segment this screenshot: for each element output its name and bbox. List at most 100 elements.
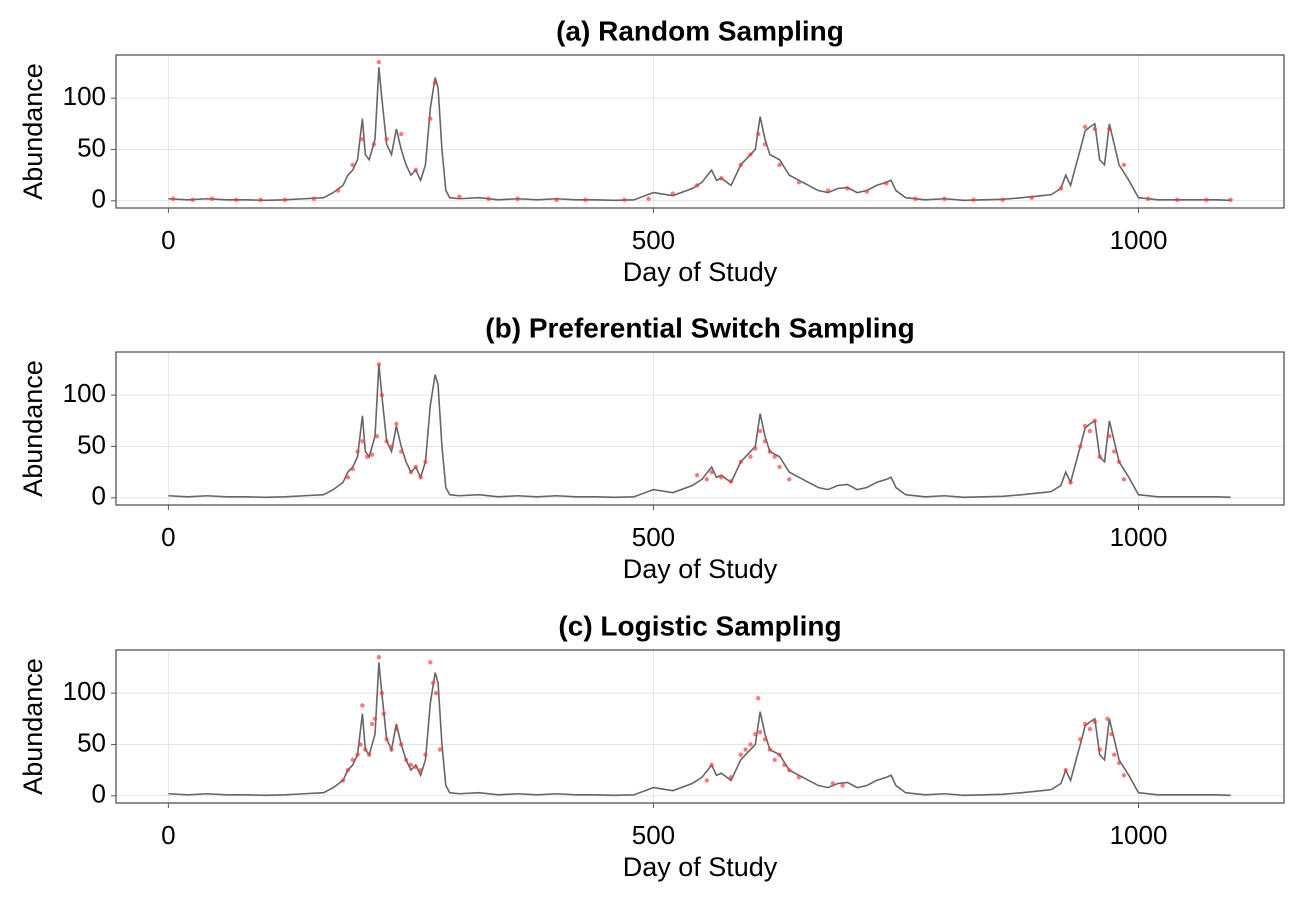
sample-point bbox=[1092, 418, 1098, 423]
sample-point bbox=[1058, 186, 1064, 191]
abundance-line bbox=[168, 67, 1231, 202]
sample-point bbox=[782, 762, 787, 768]
sample-point bbox=[376, 654, 382, 660]
sample-point bbox=[413, 764, 418, 770]
panel-title: (c) Logistic Sampling bbox=[558, 610, 841, 641]
abundance-line bbox=[168, 662, 1231, 797]
sample-point bbox=[423, 459, 428, 465]
plot-frame bbox=[115, 54, 1285, 209]
sample-point bbox=[728, 775, 734, 780]
sample-point bbox=[1082, 423, 1088, 429]
sample-point bbox=[369, 452, 375, 457]
y-tick-label: 100 bbox=[63, 81, 106, 111]
sample-point bbox=[389, 444, 394, 449]
sample-point bbox=[1029, 195, 1034, 200]
sample-point bbox=[738, 459, 743, 465]
sample-point bbox=[379, 392, 385, 398]
sample-point bbox=[709, 762, 714, 768]
sample-point bbox=[748, 742, 753, 747]
sample-point bbox=[1175, 197, 1180, 202]
x-axis-label: Day of Study bbox=[623, 554, 778, 584]
sample-point bbox=[1063, 767, 1068, 773]
y-tick-label: 50 bbox=[77, 727, 106, 757]
sample-point bbox=[399, 131, 404, 137]
sample-point bbox=[1097, 454, 1102, 459]
sample-point bbox=[748, 152, 753, 157]
panel: (c) Logistic Sampling Day of Study Abundan… bbox=[18, 610, 1285, 882]
sample-point bbox=[428, 660, 433, 665]
sample-point bbox=[796, 180, 802, 185]
sample-point bbox=[423, 752, 428, 757]
x-tick-label: 1000 bbox=[1110, 522, 1168, 552]
x-tick-label: 500 bbox=[632, 820, 675, 850]
sample-point bbox=[384, 737, 389, 742]
sample-point bbox=[767, 449, 773, 454]
x-tick-label: 500 bbox=[632, 522, 675, 552]
sample-point bbox=[1121, 162, 1127, 168]
sample-point bbox=[258, 197, 263, 202]
plot-frame bbox=[115, 649, 1285, 804]
sample-point bbox=[748, 454, 753, 459]
sample-point bbox=[394, 421, 399, 427]
sample-point bbox=[209, 196, 215, 201]
x-tick-label: 500 bbox=[632, 225, 675, 255]
sample-point bbox=[282, 197, 287, 202]
sample-point bbox=[394, 726, 399, 732]
y-tick-label: 100 bbox=[63, 676, 106, 706]
x-tick-label: 0 bbox=[161, 820, 175, 850]
sample-point bbox=[335, 188, 341, 193]
sample-point bbox=[190, 197, 195, 202]
sample-point bbox=[753, 446, 758, 451]
sample-point bbox=[719, 475, 724, 480]
sample-point bbox=[355, 752, 360, 757]
sample-point bbox=[728, 479, 734, 484]
sample-point bbox=[1116, 760, 1122, 766]
x-axis-label: Day of Study bbox=[623, 852, 778, 882]
sample-point bbox=[457, 194, 462, 199]
y-axis-label: Abundance bbox=[18, 63, 48, 200]
sample-point bbox=[1068, 480, 1073, 485]
sample-point bbox=[372, 716, 378, 721]
sample-point bbox=[704, 778, 709, 783]
sample-point bbox=[884, 181, 889, 186]
sample-point bbox=[942, 196, 947, 201]
sample-point bbox=[311, 196, 317, 201]
sample-point bbox=[369, 721, 375, 727]
sample-point bbox=[704, 477, 709, 482]
sample-point bbox=[374, 434, 380, 439]
sample-point bbox=[864, 189, 870, 194]
sample-point bbox=[777, 752, 782, 757]
sample-point bbox=[757, 428, 763, 434]
sample-point bbox=[738, 162, 743, 168]
sample-point bbox=[646, 196, 651, 201]
sample-point bbox=[1107, 434, 1112, 439]
sample-point bbox=[753, 732, 758, 737]
sample-point bbox=[622, 197, 627, 202]
sample-point bbox=[360, 703, 365, 708]
sample-point bbox=[399, 449, 404, 454]
sample-point bbox=[1000, 197, 1005, 202]
sample-point bbox=[1082, 124, 1088, 130]
sample-point bbox=[1078, 737, 1083, 742]
plot-frame bbox=[115, 351, 1285, 506]
sample-point bbox=[413, 167, 418, 173]
abundance-line bbox=[168, 364, 1231, 499]
sample-point bbox=[366, 752, 372, 757]
sample-point bbox=[1112, 752, 1117, 757]
y-axis-label: Abundance bbox=[18, 360, 48, 497]
sample-point bbox=[431, 680, 436, 686]
sample-point bbox=[767, 747, 773, 752]
y-axis-label: Abundance bbox=[18, 658, 48, 795]
sample-point bbox=[1082, 721, 1088, 727]
x-tick-label: 0 bbox=[161, 522, 175, 552]
sample-point bbox=[408, 762, 414, 768]
sample-point bbox=[1112, 449, 1117, 454]
x-axis-label: Day of Study bbox=[623, 257, 778, 287]
sample-point bbox=[1228, 197, 1233, 202]
sample-point bbox=[772, 757, 777, 763]
sample-point bbox=[486, 196, 491, 201]
x-tick-label: 1000 bbox=[1110, 820, 1168, 850]
sample-point bbox=[403, 757, 409, 763]
sample-point bbox=[787, 477, 792, 482]
